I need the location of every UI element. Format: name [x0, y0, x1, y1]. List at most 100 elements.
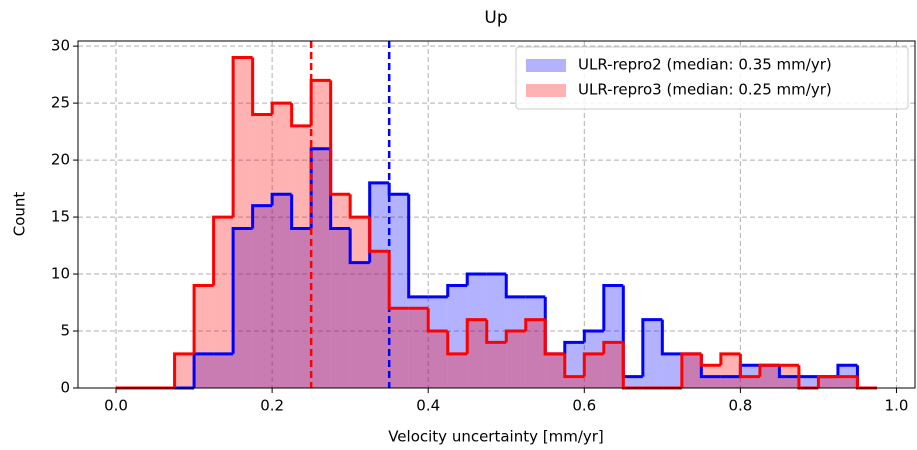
- histogram-bar: [311, 80, 331, 388]
- histogram-outline: [485, 319, 507, 344]
- histogram-outline: [446, 331, 468, 356]
- histogram-outline: [329, 80, 351, 196]
- histogram-bar: [330, 194, 351, 388]
- histogram-bar: [759, 365, 780, 388]
- histogram-outline: [251, 57, 273, 117]
- histogram-bar: [779, 376, 799, 388]
- histogram-bar: [252, 114, 273, 388]
- histogram-bar: [291, 228, 312, 388]
- histogram-bar: [603, 342, 624, 388]
- y-tick-label: 5: [60, 322, 70, 340]
- histogram-outline: [641, 318, 663, 377]
- histogram-outline: [387, 182, 409, 196]
- histogram-bar: [408, 296, 429, 388]
- histogram-bar: [213, 353, 234, 388]
- histogram-bar: [272, 194, 292, 388]
- histogram-outline: [368, 217, 390, 253]
- chart-title: Up: [484, 8, 507, 28]
- histogram-outline: [290, 194, 312, 230]
- histogram-outline: [270, 192, 292, 206]
- histogram-outline: [173, 352, 195, 388]
- histogram-bar: [545, 353, 565, 388]
- x-tick-label: 0.2: [260, 397, 284, 415]
- histogram-bar: [584, 353, 604, 388]
- histogram-outline: [563, 340, 585, 354]
- histogram-bar: [681, 353, 702, 388]
- histogram-bar: [759, 365, 780, 388]
- histogram-bar: [798, 376, 819, 388]
- histogram-bar: [467, 274, 487, 388]
- histogram-outline: [231, 226, 253, 354]
- histogram-outline: [251, 204, 273, 229]
- histogram-outline: [543, 296, 565, 356]
- histogram-bar: [350, 262, 370, 388]
- histogram-outline: [680, 352, 702, 388]
- histogram-bar: [194, 285, 214, 388]
- histogram-bar: [506, 296, 526, 388]
- histogram-bar: [252, 205, 273, 388]
- histogram-outline: [426, 308, 448, 333]
- histogram-outline: [699, 353, 721, 367]
- histogram-outline: [212, 215, 234, 286]
- histogram-bar: [603, 285, 624, 388]
- legend-label: ULR-repro3 (median: 0.25 mm/yr): [578, 81, 832, 99]
- histogram-outline: [602, 340, 624, 354]
- histogram-outline: [719, 352, 741, 366]
- histogram-outline: [582, 329, 604, 343]
- histogram-outline: [602, 283, 624, 332]
- histogram-outline: [582, 352, 604, 377]
- axes-frame: [77, 40, 916, 389]
- histogram-bar: [350, 217, 370, 388]
- histogram-bar: [174, 353, 195, 388]
- histogram-outline: [348, 194, 370, 219]
- histogram-bar: [233, 228, 253, 388]
- histogram-bar: [564, 376, 585, 388]
- histogram-outline: [446, 283, 468, 297]
- histogram-outline: [465, 318, 487, 354]
- histogram-bar: [506, 331, 526, 388]
- histogram-outline: [348, 228, 370, 265]
- histogram-bar: [623, 376, 643, 388]
- histogram-outline: [465, 272, 487, 286]
- histogram-outline: [543, 319, 565, 356]
- histogram-outline: [758, 363, 780, 377]
- histogram-bar: [233, 57, 253, 389]
- histogram-outline: [504, 274, 526, 299]
- histogram-bar: [837, 376, 858, 388]
- histogram-bar: [525, 319, 546, 388]
- histogram-bar: [330, 228, 351, 388]
- legend-label: ULR-repro2 (median: 0.35 mm/yr): [578, 56, 832, 74]
- histogram-bar: [545, 353, 565, 388]
- histogram-bar: [584, 331, 604, 388]
- histogram-bar: [486, 274, 507, 388]
- histogram-outline: [231, 56, 253, 218]
- histogram-outline: [270, 101, 292, 115]
- x-tick-label: 0.4: [416, 397, 440, 415]
- legend-swatch: [526, 59, 566, 72]
- histogram-outline: [387, 251, 409, 310]
- histogram-bar: [213, 217, 234, 388]
- histogram-outline: [777, 365, 799, 379]
- y-tick-label: 10: [51, 265, 70, 283]
- histogram-bar: [740, 376, 760, 388]
- histogram-bar: [272, 103, 292, 388]
- histogram-bar: [486, 342, 507, 388]
- histogram-outline: [407, 194, 429, 299]
- histogram-outline: [836, 363, 858, 377]
- histogram-outline: [563, 353, 585, 379]
- histogram-bar: [447, 285, 468, 388]
- histogram-outline: [660, 319, 682, 356]
- histogram-outline: [504, 329, 526, 343]
- histogram-bar: [447, 353, 468, 388]
- x-tick-label: 0.0: [104, 397, 128, 415]
- histogram-bar: [389, 194, 409, 388]
- x-tick-label: 0.6: [572, 397, 596, 415]
- legend-box: [515, 46, 909, 110]
- y-tick-label: 20: [51, 151, 70, 169]
- legend-swatch: [526, 84, 566, 97]
- histogram-outline: [855, 365, 877, 390]
- y-tick-label: 30: [51, 37, 70, 55]
- histogram-bar: [467, 319, 487, 388]
- histogram-outline: [855, 376, 877, 390]
- histogram-bar: [818, 376, 838, 388]
